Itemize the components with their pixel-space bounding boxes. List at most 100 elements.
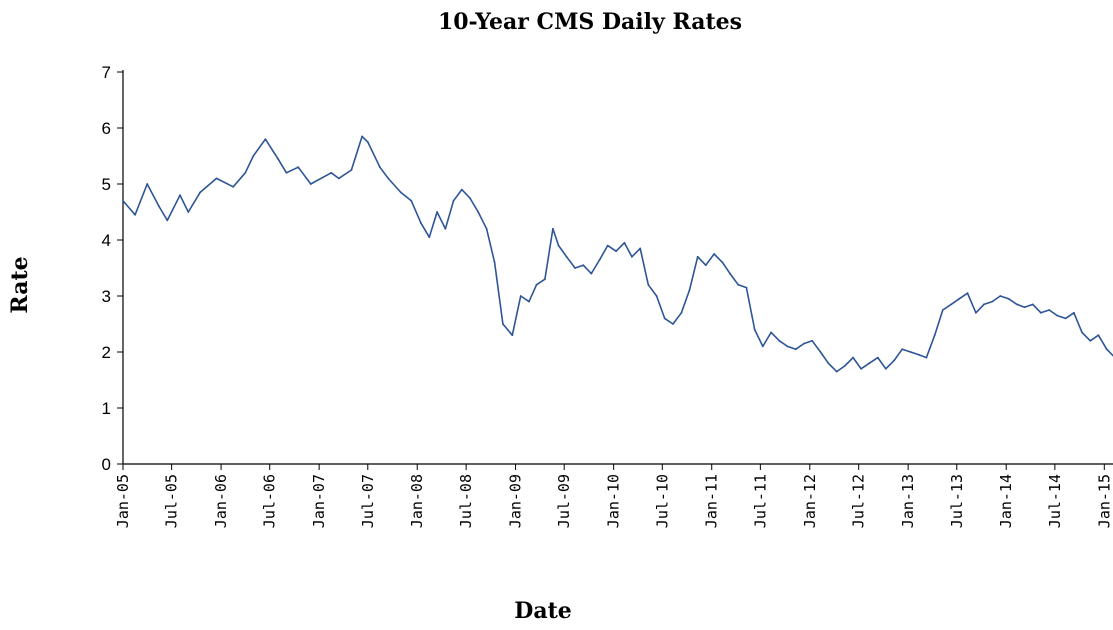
y-tick-label: 7 [102, 63, 111, 82]
data-point [310, 183, 312, 185]
x-tick-label: Jul-14 [1046, 474, 1064, 528]
data-point [286, 172, 288, 174]
x-tick-label: Jan-08 [408, 474, 426, 528]
data-point [536, 284, 538, 286]
data-point [1032, 304, 1034, 306]
data-point [420, 222, 422, 224]
data-point [689, 290, 691, 292]
data-point [983, 304, 985, 306]
y-tick-label: 4 [102, 231, 111, 250]
data-point [494, 262, 496, 264]
data-point [477, 211, 479, 213]
data-point [574, 267, 576, 269]
x-tick-label: Jul-06 [261, 474, 279, 528]
y-tick-labels: 0 1 2 3 4 5 6 7 [102, 63, 123, 474]
data-point [746, 287, 748, 289]
x-tick-label: Jan-13 [899, 474, 917, 528]
data-point [1065, 318, 1067, 320]
x-tick-label: Jul-07 [359, 474, 377, 528]
data-point [558, 245, 560, 247]
data-point [216, 178, 218, 180]
data-point [722, 262, 724, 264]
data-point [544, 278, 546, 280]
data-point [528, 301, 530, 303]
y-tick-label: 5 [102, 175, 111, 194]
data-point [795, 348, 797, 350]
data-point [486, 228, 488, 230]
data-point [232, 186, 234, 188]
data-point [877, 357, 879, 359]
x-tick-label: Jul-13 [948, 474, 966, 528]
data-point [1048, 309, 1050, 311]
data-point [590, 273, 592, 275]
data-point [1089, 340, 1091, 342]
data-point [1024, 306, 1026, 308]
data-point [607, 245, 609, 247]
data-point [1016, 304, 1018, 306]
axes [123, 70, 1113, 464]
data-point [754, 329, 756, 331]
data-point [852, 357, 854, 359]
x-tick-label: Jan-10 [605, 474, 623, 528]
data-point [942, 309, 944, 311]
data-point [803, 343, 805, 345]
data-point [860, 368, 862, 370]
data-point [252, 155, 254, 157]
data-point [624, 242, 626, 244]
data-point [672, 323, 674, 325]
data-point [338, 178, 340, 180]
data-point [762, 346, 764, 348]
data-point [361, 136, 363, 138]
data-point [901, 348, 903, 350]
data-point [1008, 298, 1010, 300]
data-point [647, 284, 649, 286]
data-point [926, 357, 928, 359]
x-tick-label: Jan-15 [1095, 474, 1113, 528]
data-point [400, 192, 402, 194]
data-point [436, 211, 438, 213]
data-point [999, 295, 1001, 297]
data-point [379, 166, 381, 168]
data-point [265, 138, 267, 140]
data-point [453, 200, 455, 202]
x-axis-label: Date [514, 598, 572, 624]
data-point [387, 178, 389, 180]
x-tick-label: Jul-10 [653, 474, 671, 528]
data-point [1056, 315, 1058, 317]
data-point [1081, 332, 1083, 334]
data-point [502, 323, 504, 325]
data-point [367, 141, 369, 143]
data-point [511, 334, 513, 336]
data-point [967, 292, 969, 294]
data-point [737, 284, 739, 286]
data-point [779, 340, 781, 342]
data-point [950, 304, 952, 306]
data-point [134, 214, 136, 216]
data-point [277, 158, 279, 160]
data-point [1098, 334, 1100, 336]
data-point [893, 360, 895, 362]
data-point [410, 200, 412, 202]
x-tick-label: Jan-07 [310, 474, 328, 528]
data-point [697, 256, 699, 258]
y-tick-label: 2 [102, 343, 111, 362]
data-point [820, 351, 822, 353]
x-tick-label: Jul-12 [850, 474, 868, 528]
data-point [975, 312, 977, 314]
data-point [351, 169, 353, 171]
data-point [244, 172, 246, 174]
data-point [991, 301, 993, 303]
data-point [885, 368, 887, 370]
y-tick-label: 3 [102, 287, 111, 306]
data-point [631, 256, 633, 258]
x-tick-label: Jan-06 [212, 474, 230, 528]
data-point [552, 228, 554, 230]
data-point [910, 351, 912, 353]
data-point [582, 264, 584, 266]
data-point [461, 189, 463, 191]
data-point [199, 192, 201, 194]
data-point [1106, 348, 1108, 350]
data-point [599, 259, 601, 261]
plot-area [122, 136, 1113, 373]
data-point [787, 346, 789, 348]
